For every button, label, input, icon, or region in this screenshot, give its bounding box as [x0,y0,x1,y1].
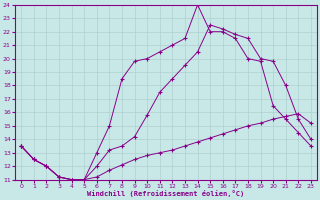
X-axis label: Windchill (Refroidissement éolien,°C): Windchill (Refroidissement éolien,°C) [87,190,245,197]
